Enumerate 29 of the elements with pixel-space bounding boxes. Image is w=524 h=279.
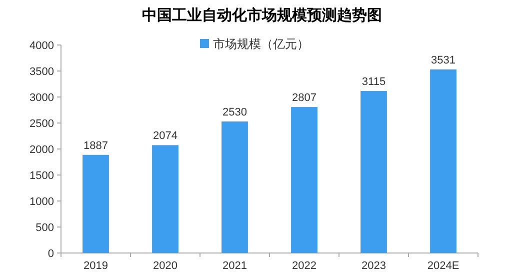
bar — [152, 145, 178, 253]
data-label: 2074 — [153, 130, 178, 142]
bar — [430, 69, 456, 253]
y-tick-label: 1000 — [30, 196, 54, 208]
x-tick-label: 2021 — [222, 260, 247, 272]
y-tick-label: 2500 — [30, 118, 54, 130]
y-tick-label: 0 — [48, 248, 54, 260]
data-label: 2807 — [292, 92, 316, 104]
y-tick-label: 2000 — [30, 144, 54, 156]
data-label: 2530 — [222, 106, 247, 118]
bar — [222, 121, 248, 253]
data-label: 1887 — [84, 140, 108, 152]
x-tick-label: 2019 — [84, 260, 108, 272]
bar — [82, 154, 109, 253]
y-tick-label: 3500 — [30, 66, 54, 78]
y-tick-label: 500 — [36, 222, 54, 234]
data-label: 3115 — [362, 76, 386, 88]
x-tick-label: 2022 — [292, 260, 316, 272]
x-tick-label: 2020 — [153, 260, 178, 272]
y-tick-label: 3000 — [30, 92, 54, 104]
x-tick-label: 2023 — [362, 260, 386, 272]
y-tick-label: 4000 — [30, 40, 54, 52]
y-tick-label: 1500 — [30, 170, 54, 182]
data-label: 3531 — [431, 54, 456, 66]
legend-label: 市场规模（亿元） — [213, 37, 309, 51]
chart-title: 中国工业自动化市场规模预测趋势图 — [142, 6, 382, 24]
bar — [291, 107, 318, 253]
x-tick-label: 2024E — [427, 260, 460, 272]
bar — [360, 91, 387, 253]
